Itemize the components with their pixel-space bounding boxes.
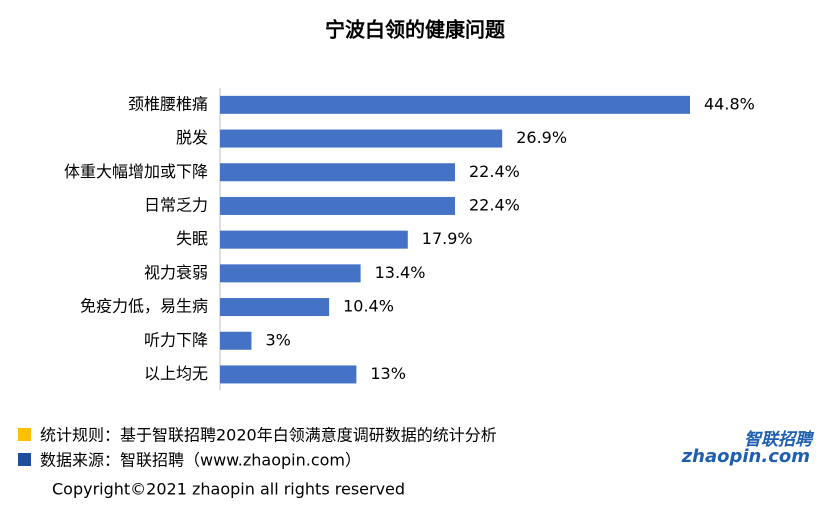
bar [220,196,455,215]
logo-site: zhaopin.com [681,446,810,467]
note: 统计规则：基于智联招聘2020年白领满意度调研数据的统计分析 [40,426,497,445]
bar [220,230,408,249]
note: 数据来源：智联招聘（www.zhaopin.com） [40,451,361,470]
note-marker [18,428,31,441]
y-tick-label: 日常乏力 [144,195,208,214]
data-label: 3% [265,330,290,349]
bar [220,95,690,114]
logo-name: 智联招聘 [744,430,815,450]
note-marker [18,453,31,466]
y-tick-label: 听力下降 [144,330,208,349]
data-label: 13.4% [375,263,426,282]
bar [220,264,361,283]
bar [220,331,252,350]
data-label: 13% [370,364,406,383]
data-label: 26.9% [516,128,567,147]
y-tick-label: 失眠 [176,229,208,248]
bar [220,129,503,148]
data-label: 10.4% [343,297,394,316]
y-tick-label: 以上均无 [144,364,208,383]
chart-title: 宁波白领的健康问题 [325,18,506,42]
data-label: 22.4% [469,195,520,214]
data-label: 17.9% [422,229,473,248]
y-tick-label: 脱发 [176,128,208,147]
y-tick-label: 体重大幅增加或下降 [64,162,208,181]
y-tick-label: 颈椎腰椎痛 [128,94,208,113]
bar [220,163,455,182]
copyright: Copyright©2021 zhaopin all rights reserv… [52,480,405,499]
data-label: 22.4% [469,162,520,181]
y-tick-label: 视力衰弱 [144,263,208,282]
bar [220,365,357,384]
y-tick-label: 免疫力低，易生病 [80,297,208,316]
data-label: 44.8% [704,94,755,113]
bar [220,298,330,317]
